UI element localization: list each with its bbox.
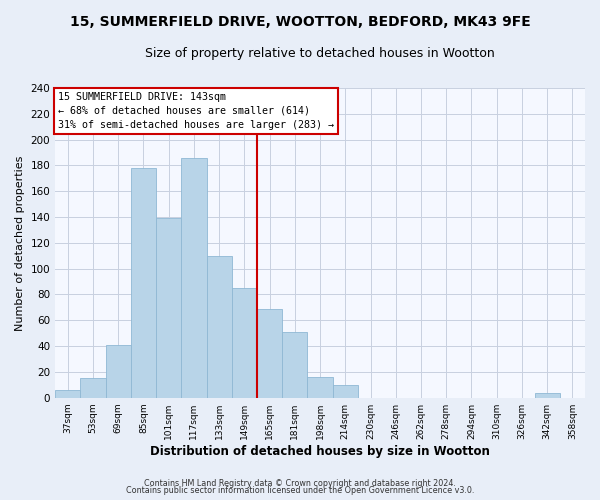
Text: 15, SUMMERFIELD DRIVE, WOOTTON, BEDFORD, MK43 9FE: 15, SUMMERFIELD DRIVE, WOOTTON, BEDFORD,… <box>70 15 530 29</box>
Bar <box>156 218 181 398</box>
Bar <box>206 256 232 398</box>
Text: 15 SUMMERFIELD DRIVE: 143sqm
← 68% of detached houses are smaller (614)
31% of s: 15 SUMMERFIELD DRIVE: 143sqm ← 68% of de… <box>58 92 334 130</box>
Bar <box>55 390 80 398</box>
Bar <box>106 345 131 398</box>
Bar <box>307 377 332 398</box>
Bar <box>181 158 206 398</box>
Text: Contains public sector information licensed under the Open Government Licence v3: Contains public sector information licen… <box>126 486 474 495</box>
X-axis label: Distribution of detached houses by size in Wootton: Distribution of detached houses by size … <box>150 444 490 458</box>
Bar <box>80 378 106 398</box>
Bar <box>282 332 307 398</box>
Y-axis label: Number of detached properties: Number of detached properties <box>15 155 25 330</box>
Bar <box>232 288 257 398</box>
Bar <box>535 392 560 398</box>
Title: Size of property relative to detached houses in Wootton: Size of property relative to detached ho… <box>145 48 495 60</box>
Text: Contains HM Land Registry data © Crown copyright and database right 2024.: Contains HM Land Registry data © Crown c… <box>144 478 456 488</box>
Bar <box>257 308 282 398</box>
Bar <box>131 168 156 398</box>
Bar <box>332 385 358 398</box>
